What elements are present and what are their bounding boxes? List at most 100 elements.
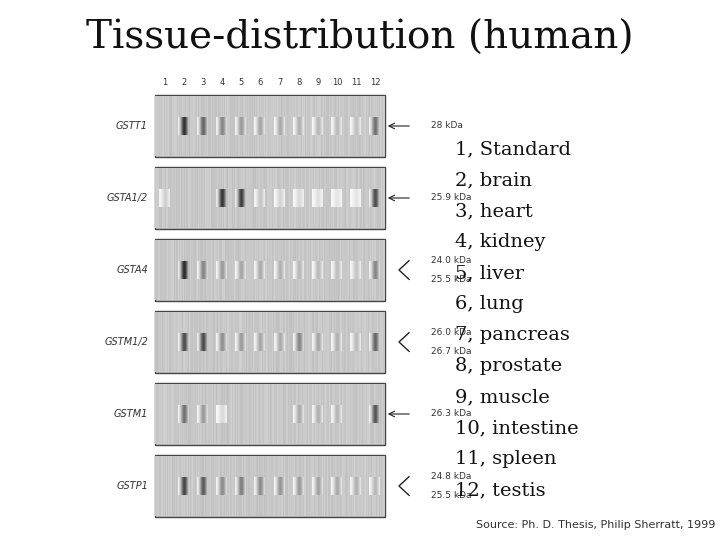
Bar	[316, 117, 317, 134]
Bar	[283, 312, 284, 372]
Bar	[222, 477, 223, 495]
Bar	[206, 96, 207, 156]
Text: 8: 8	[296, 78, 302, 87]
Bar	[314, 456, 315, 516]
Bar	[212, 240, 213, 300]
Bar	[187, 384, 188, 444]
Bar	[361, 240, 362, 300]
Bar	[303, 261, 304, 279]
Bar	[280, 312, 281, 372]
Bar	[310, 96, 311, 156]
Bar	[214, 312, 215, 372]
Bar	[218, 477, 219, 495]
Bar	[197, 477, 198, 495]
Bar	[223, 384, 224, 444]
Bar	[254, 261, 256, 279]
Bar	[155, 168, 156, 228]
Bar	[276, 456, 277, 516]
Bar	[315, 261, 316, 279]
Bar	[186, 168, 187, 228]
Bar	[170, 240, 171, 300]
Bar	[188, 456, 189, 516]
Bar	[316, 312, 317, 372]
Bar	[199, 261, 200, 279]
Bar	[165, 240, 166, 300]
Bar	[181, 333, 182, 350]
Bar	[346, 456, 347, 516]
Bar	[274, 190, 276, 207]
Bar	[201, 96, 202, 156]
Bar	[314, 406, 315, 423]
Bar	[305, 456, 306, 516]
Bar	[230, 240, 231, 300]
Bar	[158, 384, 159, 444]
Bar	[197, 333, 198, 350]
Bar	[258, 96, 259, 156]
Bar	[175, 384, 176, 444]
Bar	[243, 240, 244, 300]
Bar	[323, 456, 324, 516]
Bar	[318, 190, 319, 207]
Bar	[260, 240, 261, 300]
Bar	[245, 456, 246, 516]
Bar	[298, 190, 299, 207]
Bar	[292, 456, 293, 516]
Bar	[299, 96, 300, 156]
Bar	[356, 240, 357, 300]
Bar	[234, 384, 235, 444]
Bar	[375, 384, 376, 444]
Bar	[316, 333, 317, 350]
Bar	[311, 96, 312, 156]
Bar	[239, 477, 240, 495]
Bar	[241, 117, 243, 134]
Bar	[243, 384, 244, 444]
Bar	[219, 333, 220, 350]
Bar	[323, 168, 324, 228]
Bar	[335, 190, 336, 207]
Bar	[312, 261, 313, 279]
Bar	[374, 312, 375, 372]
Bar	[370, 456, 371, 516]
Bar	[225, 333, 226, 350]
Bar	[258, 312, 259, 372]
Bar	[339, 456, 340, 516]
Bar	[369, 333, 371, 350]
Bar	[186, 406, 188, 423]
Bar	[183, 261, 184, 279]
Bar	[354, 333, 355, 350]
Bar	[292, 240, 293, 300]
Bar	[338, 117, 339, 134]
Bar	[333, 190, 334, 207]
Bar	[263, 168, 264, 228]
Bar	[261, 96, 262, 156]
Bar	[327, 456, 328, 516]
Bar	[226, 384, 227, 444]
Bar	[277, 96, 278, 156]
Text: 11: 11	[351, 78, 361, 87]
Bar	[247, 312, 248, 372]
Bar	[229, 312, 230, 372]
Bar	[163, 312, 164, 372]
Bar	[250, 240, 251, 300]
Bar	[175, 168, 176, 228]
Bar	[257, 456, 258, 516]
Bar	[362, 384, 363, 444]
Bar	[191, 96, 192, 156]
Bar	[277, 240, 278, 300]
Bar	[338, 190, 339, 207]
Bar	[358, 384, 359, 444]
Bar	[260, 96, 261, 156]
Bar	[220, 190, 221, 207]
Bar	[291, 168, 292, 228]
Bar	[345, 96, 346, 156]
Bar	[235, 384, 236, 444]
Bar	[241, 168, 242, 228]
Bar	[199, 384, 200, 444]
Bar	[332, 456, 333, 516]
Bar	[155, 456, 156, 516]
Text: 3, heart: 3, heart	[455, 202, 533, 220]
Bar	[365, 384, 366, 444]
Bar	[327, 96, 328, 156]
Text: GSTT1: GSTT1	[116, 121, 148, 131]
Bar	[343, 240, 344, 300]
